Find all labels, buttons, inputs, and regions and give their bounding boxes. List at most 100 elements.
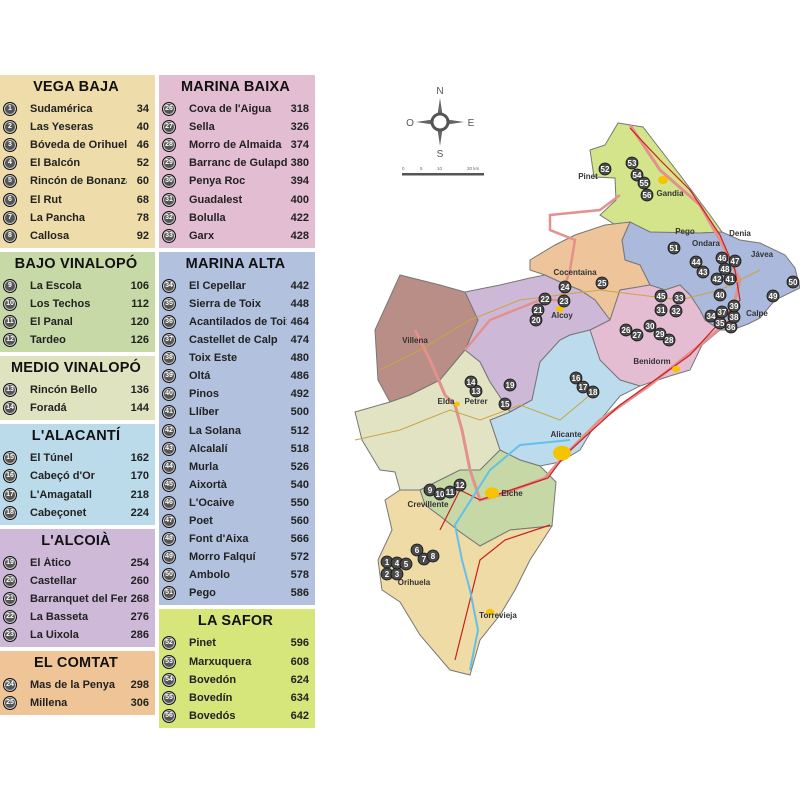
site-marker[interactable]: 35: [713, 316, 727, 330]
site-marker[interactable]: 42: [710, 272, 724, 286]
legend-row: 36 Acantilados de Toix 464: [162, 313, 309, 331]
legend-row: 49 Morro Falquí 572: [162, 548, 309, 566]
site-marker[interactable]: 12: [453, 478, 467, 492]
number-badge: 37: [162, 333, 176, 348]
marker-number: 9: [428, 486, 433, 495]
page-number: 560: [290, 515, 309, 528]
site-marker[interactable]: 28: [662, 333, 676, 347]
site-marker[interactable]: 16: [569, 371, 583, 385]
marker-number: 24: [561, 283, 570, 292]
legend-row: 24 Mas de la Penya 298: [3, 676, 149, 694]
site-marker[interactable]: 15: [498, 397, 512, 411]
site-marker[interactable]: 49: [766, 289, 780, 303]
site-name: Rincón Bello: [30, 384, 98, 397]
site-marker[interactable]: 39: [727, 299, 741, 313]
page-number: 512: [290, 424, 309, 437]
legend-section: L'ALCOIÀ 19 El Ático 254 20 Castellar 260 21 Bar…: [0, 528, 155, 648]
site-marker[interactable]: 26: [619, 323, 633, 337]
site-marker[interactable]: 32: [669, 304, 683, 318]
number-badge: 51: [162, 586, 176, 601]
site-marker[interactable]: 37: [715, 305, 729, 319]
number-badge: 24: [3, 678, 17, 693]
legend-row: 35 Sierra de Toix 448: [162, 295, 309, 313]
site-marker[interactable]: 50: [786, 275, 800, 289]
town-label: Pinet: [578, 172, 598, 181]
map-regions: [354, 122, 800, 676]
site-marker[interactable]: 21: [531, 303, 545, 317]
marker-number: 32: [672, 307, 681, 316]
site-marker[interactable]: 30: [643, 319, 657, 333]
site-marker[interactable]: 20: [529, 313, 543, 327]
site-marker[interactable]: 45: [654, 289, 668, 303]
site-name: El Panal: [30, 315, 73, 328]
legend-row: 51 Pego 586: [162, 584, 309, 602]
site-marker[interactable]: 43: [696, 265, 710, 279]
site-marker[interactable]: 47: [728, 254, 742, 268]
page-number: 578: [290, 569, 309, 582]
site-marker[interactable]: 53: [625, 156, 639, 170]
legend-section: EL COMTAT 24 Mas de la Penya 298 25 Millena 30…: [0, 651, 155, 716]
town-label: Elche: [501, 489, 523, 498]
site-marker[interactable]: 2: [380, 567, 394, 581]
site-marker[interactable]: 18: [586, 385, 600, 399]
site-marker[interactable]: 48: [718, 262, 732, 276]
site-marker[interactable]: 14: [464, 375, 478, 389]
site-name: La Escola: [30, 279, 82, 292]
site-marker[interactable]: 22: [538, 292, 552, 306]
site-marker[interactable]: 56: [640, 188, 654, 202]
legend-row: 1 Sudamérica 34: [3, 100, 149, 118]
site-marker[interactable]: 54: [630, 168, 644, 182]
site-name: Foradá: [30, 402, 67, 415]
site-marker[interactable]: 25: [595, 276, 609, 290]
marker-number: 35: [716, 319, 725, 328]
site-marker[interactable]: 36: [724, 320, 738, 334]
legend-row: 31 Guadalest 400: [162, 190, 309, 208]
site-marker[interactable]: 44: [689, 255, 703, 269]
site-marker[interactable]: 55: [637, 176, 651, 190]
number-badge: 3: [3, 138, 17, 153]
marker-number: 26: [622, 326, 631, 335]
page-number: 550: [290, 496, 309, 509]
marker-number: 42: [713, 275, 722, 284]
road-line: [453, 439, 571, 671]
site-marker[interactable]: 23: [557, 294, 571, 308]
number-badge: 11: [3, 314, 17, 329]
town-label: Petrer: [464, 397, 487, 406]
site-marker[interactable]: 8: [426, 549, 440, 563]
legend-section: MARINA BAIXA 26 Cova de l'Aigua 318 27 Sella 3…: [159, 75, 315, 248]
site-marker[interactable]: 19: [503, 378, 517, 392]
site-name: Pego: [189, 587, 216, 600]
region-vega-baja: [377, 489, 553, 676]
site-marker[interactable]: 51: [667, 241, 681, 255]
page-number: 46: [136, 139, 149, 152]
site-marker[interactable]: 38: [727, 310, 741, 324]
page-number: 492: [290, 388, 309, 401]
site-name: Llíber: [189, 406, 219, 419]
site-marker[interactable]: 6: [410, 543, 424, 557]
site-marker[interactable]: 34: [704, 309, 718, 323]
site-marker[interactable]: 24: [558, 280, 572, 294]
site-marker[interactable]: 5: [399, 557, 413, 571]
page-number: 318: [290, 103, 309, 116]
number-badge: 29: [162, 156, 176, 171]
number-badge: 52: [162, 636, 176, 651]
site-marker[interactable]: 41: [723, 272, 737, 286]
site-marker[interactable]: 29: [653, 327, 667, 341]
site-marker[interactable]: 17: [576, 380, 590, 394]
legend-row: 53 Marxuquera 608: [162, 653, 309, 671]
number-badge: 23: [3, 628, 17, 643]
marker-number: 12: [456, 481, 465, 490]
site-marker[interactable]: 31: [654, 303, 668, 317]
section-title: EL COMTAT: [34, 655, 118, 672]
site-marker[interactable]: 52: [598, 162, 612, 176]
site-marker[interactable]: 27: [630, 328, 644, 342]
site-marker[interactable]: 46: [715, 251, 729, 265]
marker-number: 5: [404, 560, 409, 569]
site-marker[interactable]: 3: [390, 567, 404, 581]
number-badge: 10: [3, 296, 17, 311]
legend-row: 2 Las Yeseras 40: [3, 118, 149, 136]
site-marker[interactable]: 11: [443, 485, 457, 499]
site-marker[interactable]: 33: [672, 291, 686, 305]
marker-number: 10: [436, 490, 445, 499]
site-marker[interactable]: 40: [713, 288, 727, 302]
